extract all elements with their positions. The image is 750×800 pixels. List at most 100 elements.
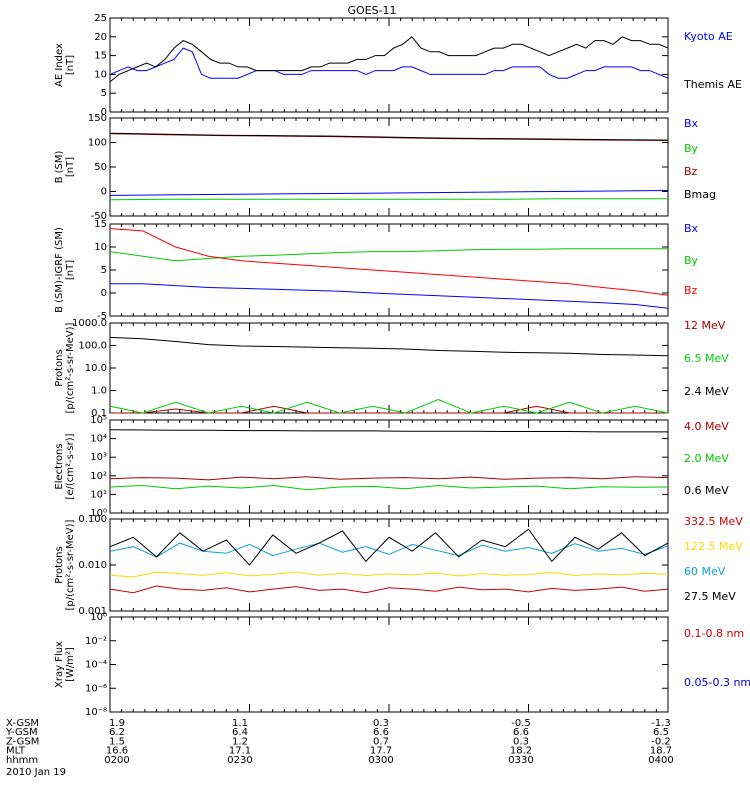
legend-label: Bz (684, 284, 698, 297)
y-tick-label: 0.001 (78, 606, 107, 617)
y-tick-label: 25 (94, 13, 107, 24)
y-axis-label: AE Index (54, 43, 65, 87)
y-tick-label: 10⁻⁸ (85, 707, 107, 718)
footer-row-label: Z-GSM (6, 736, 39, 747)
panel-frame (109, 518, 669, 612)
panel-frame (109, 616, 669, 713)
panel-2: -5 0 5 10 15 B (SM)-IGRF (SM) [nT] Bx By Bz (54, 219, 699, 322)
footer-row-label: hhmm (6, 755, 38, 766)
y-tick-label: 10⁻⁶ (85, 683, 107, 694)
footer-value: 18.2 (510, 746, 532, 757)
series-line-4.0-MeV (109, 476, 669, 481)
footer-value: 0300 (368, 755, 393, 766)
panel-0: 0 5 10 15 20 25 AE Index [nT] Kyoto AE Themis AE (54, 13, 742, 118)
series-line-By (109, 248, 668, 262)
y-tick-label: 100.0 (78, 341, 107, 352)
y-tick-label: 20 (94, 32, 107, 43)
y-axis-label: [nT] (65, 55, 76, 75)
panel-4: 10⁰ 10¹ 10² 10³ 10⁴ 10⁵ Electrons [e/(cm²-s-sr)… (54, 415, 729, 519)
series-line-Bx (109, 190, 669, 196)
series-line-Kyoto-AE (109, 47, 669, 79)
footer-value: 16.6 (106, 746, 128, 757)
y-tick-label: 0 (101, 288, 107, 299)
legend-label: Bmag (684, 188, 716, 201)
legend-label: 2.4 MeV (684, 385, 729, 398)
footer-value: 0.3 (513, 736, 529, 747)
legend-label: 4.0 MeV (684, 420, 729, 433)
footer-value: 0400 (648, 755, 673, 766)
y-tick-label: 150 (88, 113, 107, 124)
footer-value: -0.2 (651, 736, 671, 747)
series-line-By (109, 198, 668, 201)
legend-label: 122.5 MeV (684, 540, 743, 553)
footer-value: 17.7 (370, 746, 392, 757)
series-line-60-MeV (109, 542, 669, 558)
y-tick-label: 50 (94, 162, 107, 173)
y-tick-label: 10⁻⁴ (85, 660, 107, 671)
y-tick-label: 10⁰ (90, 508, 107, 519)
footer-row-label: X-GSM (6, 718, 39, 729)
y-tick-label: 0.010 (78, 560, 107, 571)
series-line-2.4-MeV (109, 336, 669, 357)
footer-value: 17.1 (229, 746, 251, 757)
panel-3: 0.1 1.0 10.0 100.0 1000.0 Protons [p/(cm²-s-sr… (54, 318, 729, 419)
y-tick-label: 0.1 (91, 408, 107, 419)
footer-value: 6.4 (232, 727, 248, 738)
legend-label: Bx (684, 222, 699, 235)
y-axis-label: [p/(cm²-s-sr-MeV)] (65, 322, 76, 413)
y-tick-label: 15 (94, 219, 107, 230)
series-line-2.0-MeV (109, 484, 669, 491)
legend-label: Bz (684, 165, 698, 178)
series-line-122.5-MeV (109, 571, 669, 578)
y-tick-label: 15 (94, 51, 107, 62)
y-axis-label: [nT] (65, 260, 76, 280)
series-line-Bz (109, 228, 669, 296)
footer-row-label: MLT (6, 746, 26, 757)
series-line-12-MeV (110, 405, 668, 414)
legend-label: 0.6 MeV (684, 484, 729, 497)
legend-label: 0.05-0.3 nm (684, 676, 750, 689)
footer-value: 1.2 (232, 736, 248, 747)
footer-value: 6.2 (109, 727, 125, 738)
footer-value: 6.5 (653, 727, 669, 738)
y-tick-label: 0 (101, 107, 107, 118)
y-axis-label: [nT] (65, 157, 76, 177)
y-tick-label: 10² (90, 471, 107, 482)
y-axis-label: [p/(cm²-s-sr-MeV)] (65, 519, 76, 610)
footer-value: 1.9 (109, 718, 125, 729)
y-tick-label: 10³ (90, 452, 107, 463)
y-tick-label: 10¹ (90, 489, 107, 500)
series-line-0.6-MeV (109, 429, 668, 433)
panel-frame (109, 17, 669, 113)
footer-value: -0.5 (511, 718, 531, 729)
y-axis-label: Xray Flux (54, 641, 65, 688)
legend-label: 12 MeV (684, 319, 726, 332)
y-tick-label: 5 (101, 88, 107, 99)
footer-value: 0.3 (373, 718, 389, 729)
y-axis-label: [e/(cm²-s-sr)] (65, 433, 76, 499)
series-line-Bx (110, 283, 669, 309)
footer-value: 0230 (227, 755, 252, 766)
y-axis-label: Protons (54, 349, 65, 386)
y-tick-label: -5 (97, 311, 107, 322)
footer-value: 6.6 (373, 727, 389, 738)
series-line-Themis-AE (109, 36, 669, 83)
panel-frame (109, 322, 669, 414)
y-axis-label: B (SM)-IGRF (SM) (54, 227, 65, 313)
legend-label: By (684, 142, 699, 155)
footer-value: 0200 (104, 755, 129, 766)
y-tick-label: 0.100 (78, 514, 107, 525)
legend-label: 332.5 MeV (684, 515, 743, 528)
series-line-Bmag (109, 132, 669, 141)
panel-1: -50 0 50 100 150 B (SM) [nT] Bx By Bz Bmag (54, 113, 716, 222)
footer-value: 18.7 (650, 746, 672, 757)
legend-label: 60 MeV (684, 565, 726, 578)
footer-value: 0330 (508, 755, 533, 766)
footer-row-label: Y-GSM (5, 727, 38, 738)
panel-6: 10⁻⁸ 10⁻⁶ 10⁻⁴ 10⁻² 10⁰ Xray Flux [W/m²] 0.1-0.… (54, 612, 750, 718)
y-tick-label: 1000.0 (72, 318, 107, 329)
panel-frame (109, 419, 669, 514)
y-axis-label: Electrons (54, 443, 65, 489)
legend-label: 2.0 MeV (684, 452, 729, 465)
